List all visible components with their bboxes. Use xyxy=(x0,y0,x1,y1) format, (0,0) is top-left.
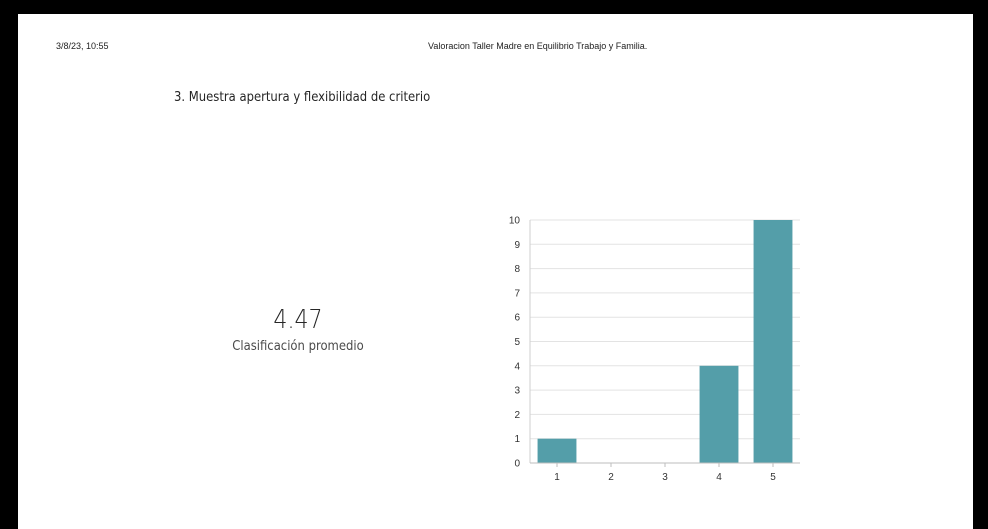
bar-4 xyxy=(699,365,739,463)
bar-1 xyxy=(537,438,577,463)
y-tick-label-3: 3 xyxy=(514,386,520,397)
y-tick-label-1: 1 xyxy=(514,434,520,445)
bar-5 xyxy=(753,220,793,463)
y-tick-label-6: 6 xyxy=(514,313,520,324)
x-tick-label-3: 3 xyxy=(662,472,668,483)
report-title: Valoracion Taller Madre en Equilibrio Tr… xyxy=(428,41,648,51)
print-date: 3/8/23, 10:55 xyxy=(56,41,109,51)
x-tick-label-1: 1 xyxy=(554,472,560,483)
y-tick-label-7: 7 xyxy=(514,288,520,299)
y-tick-label-0: 0 xyxy=(514,459,520,470)
x-tick-label-2: 2 xyxy=(608,472,614,483)
rating-bar-chart: 0 1 2 3 4 5 6 7 8 9 10 1 2 3 4 5 xyxy=(509,216,800,483)
average-rating-value: 4.47 xyxy=(273,305,323,335)
y-tick-label-8: 8 xyxy=(514,264,520,275)
x-tick-label-5: 5 xyxy=(770,472,776,483)
question-title: 3. Muestra apertura y flexibilidad de cr… xyxy=(174,89,431,105)
average-rating-block: 4.47 Clasificación promedio xyxy=(198,304,398,354)
y-tick-label-5: 5 xyxy=(514,337,520,348)
y-tick-label-10: 10 xyxy=(509,216,521,227)
y-tick-label-9: 9 xyxy=(514,240,520,251)
y-tick-label-2: 2 xyxy=(514,410,520,421)
report-page: 3/8/23, 10:55 Valoracion Taller Madre en… xyxy=(18,14,973,529)
average-rating-label: Clasificación promedio xyxy=(232,338,364,354)
x-tick-label-4: 4 xyxy=(716,472,722,483)
y-tick-label-4: 4 xyxy=(514,361,520,372)
